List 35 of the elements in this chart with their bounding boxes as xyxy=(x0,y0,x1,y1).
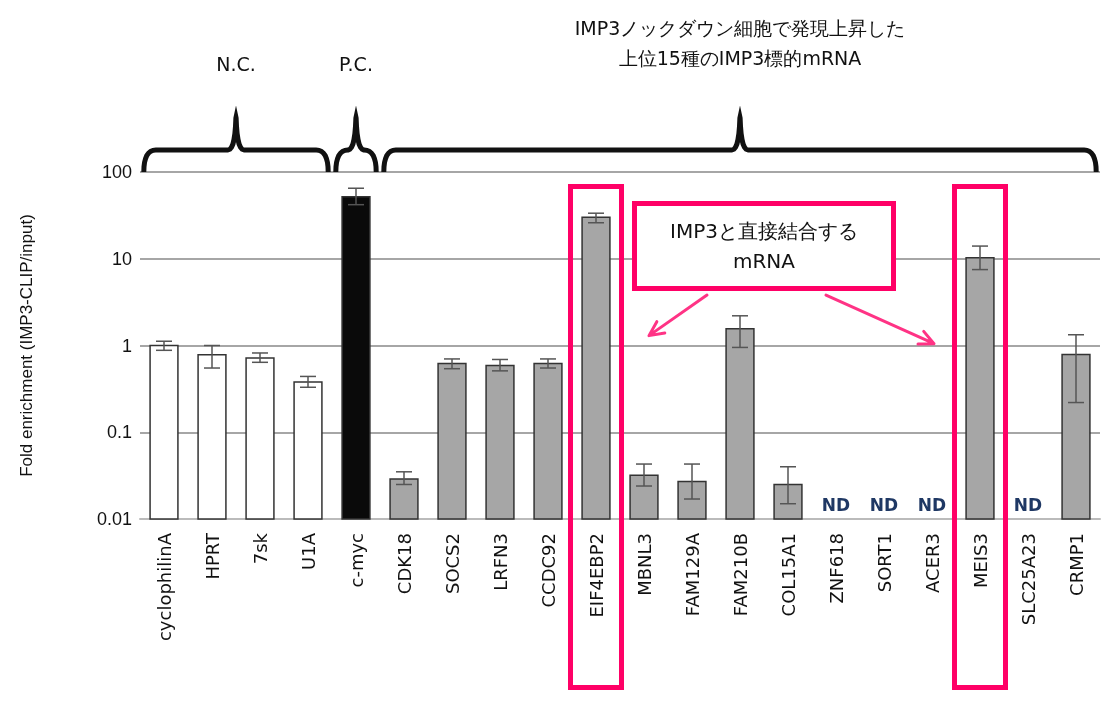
x-tick-label: CDK18 xyxy=(393,533,415,595)
x-tick-label: cyclophilinA xyxy=(153,532,175,642)
text: ND xyxy=(1013,494,1043,515)
text: ND xyxy=(917,494,947,515)
x-tick-label: FAM129A xyxy=(681,532,703,617)
x-tick-label: EIF4EBP2 xyxy=(585,533,607,618)
x-tick-label: U1A xyxy=(297,532,319,570)
text: 上位15種のIMP3標的mRNA xyxy=(618,46,862,71)
y-tick-label: 1 xyxy=(121,335,132,356)
text: ND xyxy=(869,494,899,515)
x-tick-label: CRMP1 xyxy=(1065,533,1087,596)
x-tick-label: HPRT xyxy=(201,532,223,580)
x-tick-label: COL15A1 xyxy=(777,533,799,617)
y-tick-label: 0.01 xyxy=(96,509,132,529)
x-tick-label: ZNF618 xyxy=(825,533,847,604)
y-tick-label: 0.1 xyxy=(106,422,132,443)
text: ND xyxy=(821,494,851,515)
annotation: IMP3と直接結合するmRNA xyxy=(669,218,859,276)
text: P.C. xyxy=(339,52,373,77)
x-tick-label: 7sk xyxy=(249,532,271,565)
y-tick-label: 100 xyxy=(101,162,132,182)
x-tick-label: LRFN3 xyxy=(489,533,511,591)
x-tick-label: SORT1 xyxy=(873,533,895,593)
x-tick-label: SLC25A23 xyxy=(1017,533,1039,626)
text: N.C. xyxy=(216,52,256,77)
x-tick-label: c-myc xyxy=(345,533,367,588)
x-tick-label: ACER3 xyxy=(921,533,943,593)
x-tick-label: SOCS2 xyxy=(441,533,463,595)
y-tick-label: 10 xyxy=(111,248,132,269)
text: IMP3ノックダウン細胞で発現上昇した xyxy=(574,16,906,41)
x-tick-label: FAM210B xyxy=(729,533,751,617)
x-tick-label: MBNL3 xyxy=(633,533,655,596)
y-axis-title: Fold enrichment (IMP3-CLIP/input) xyxy=(17,214,36,477)
x-tick-label: MEIS3 xyxy=(969,533,991,589)
x-tick-label: CCDC92 xyxy=(537,533,559,608)
